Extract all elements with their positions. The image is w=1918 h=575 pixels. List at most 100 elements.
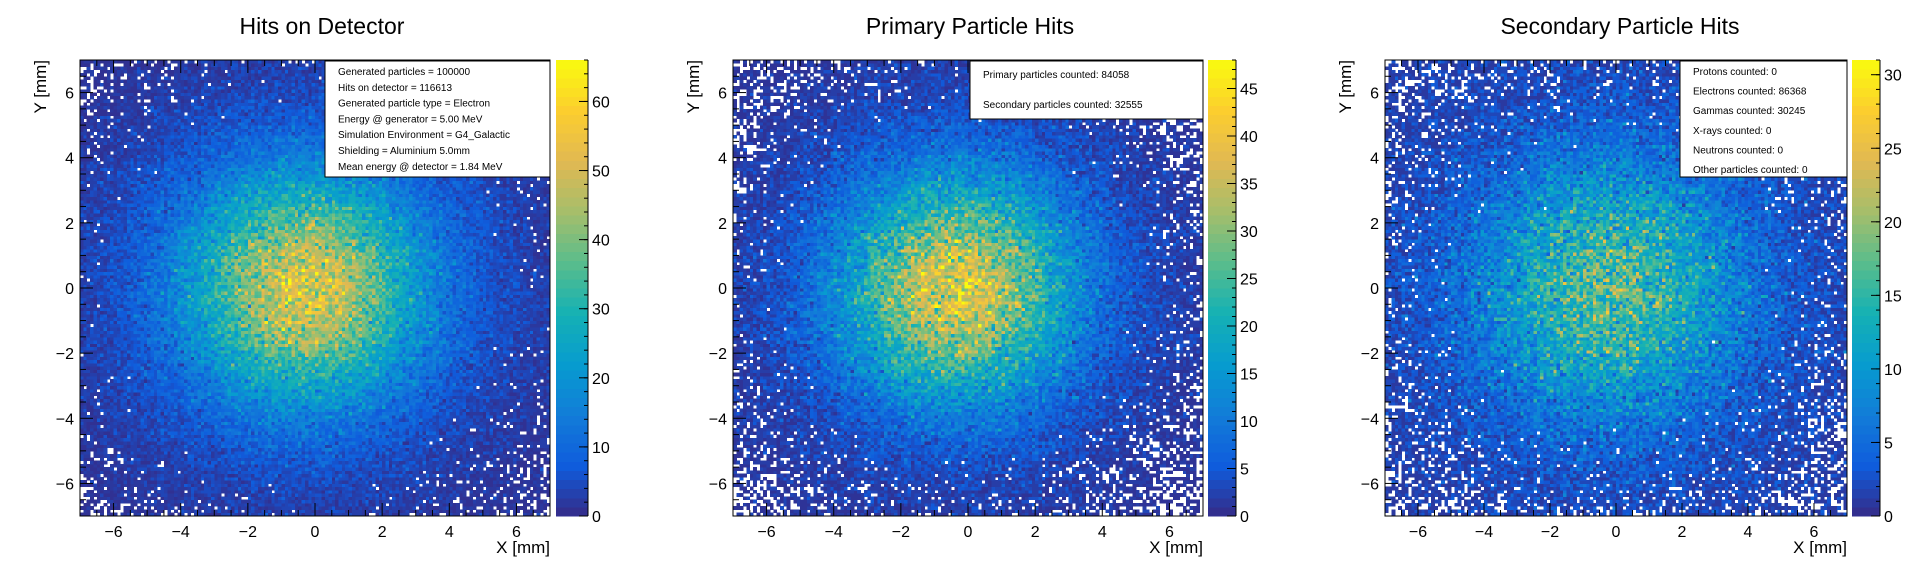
heatmap-bin: [382, 503, 386, 507]
heatmap-bin: [308, 474, 312, 478]
heatmap-bin: [308, 464, 312, 468]
heatmap-bin: [476, 503, 480, 507]
heatmap-bin: [292, 506, 296, 510]
heatmap-bin: [204, 474, 208, 478]
heatmap-bin: [365, 470, 369, 474]
heatmap-bin: [379, 467, 383, 471]
heatmap-bin: [386, 457, 390, 461]
heatmap-bin: [537, 461, 541, 465]
heatmap-bin: [117, 464, 121, 468]
heatmap-bin: [349, 506, 353, 510]
heatmap-bin: [144, 480, 148, 484]
heatmap-bin: [419, 467, 423, 471]
heatmap-bin: [315, 477, 319, 481]
heatmap-bin: [365, 506, 369, 510]
heatmap-bin: [426, 487, 430, 491]
heatmap-bin: [456, 490, 460, 494]
heatmap-bin: [194, 474, 198, 478]
heatmap-bin: [208, 461, 212, 465]
heatmap-bin: [496, 503, 500, 507]
heatmap-bin: [100, 470, 104, 474]
heatmap-bin: [352, 500, 356, 504]
heatmap-bin: [167, 457, 171, 461]
heatmap-bin: [154, 496, 158, 500]
heatmap-bin: [365, 483, 369, 487]
heatmap-bin: [416, 461, 420, 465]
heatmap-bin: [399, 496, 403, 500]
heatmap-bin: [355, 467, 359, 471]
heatmap-bin: [114, 464, 118, 468]
heatmap-bin: [510, 487, 514, 491]
heatmap-bin: [184, 470, 188, 474]
heatmap-bin: [362, 496, 366, 500]
heatmap-bin: [275, 474, 279, 478]
heatmap-bin: [110, 496, 114, 500]
heatmap-bin: [164, 464, 168, 468]
heatmap-bin: [151, 464, 155, 468]
heatmap-bin: [352, 464, 356, 468]
heatmap-bin: [332, 487, 336, 491]
heatmap-bin: [255, 509, 259, 513]
heatmap-bin: [443, 470, 447, 474]
heatmap-bin: [315, 506, 319, 510]
heatmap-bin: [184, 467, 188, 471]
heatmap-bin: [251, 483, 255, 487]
heatmap-bin: [110, 474, 114, 478]
heatmap-bin: [198, 457, 202, 461]
heatmap-bin: [117, 477, 121, 481]
heatmap-bin: [177, 483, 181, 487]
heatmap-bin: [402, 483, 406, 487]
heatmap-bin: [399, 457, 403, 461]
heatmap-bin: [157, 503, 161, 507]
heatmap-bin: [399, 474, 403, 478]
heatmap-bin: [177, 477, 181, 481]
heatmap-bin: [302, 493, 306, 497]
heatmap-bin: [312, 493, 316, 497]
heatmap-bin: [365, 467, 369, 471]
heatmap-bin: [449, 506, 453, 510]
heatmap-bin: [325, 506, 329, 510]
heatmap-bin: [513, 474, 517, 478]
heatmap-bin: [258, 461, 262, 465]
heatmap-bin: [87, 464, 91, 468]
heatmap-bin: [208, 483, 212, 487]
heatmap-bin: [261, 461, 265, 465]
heatmap-bin: [426, 477, 430, 481]
heatmap-bin: [312, 457, 316, 461]
heatmap-bin: [308, 454, 312, 458]
heatmap-bin: [187, 487, 191, 491]
heatmap-bin: [416, 493, 420, 497]
heatmap-bin: [208, 487, 212, 491]
heatmap-bin: [211, 503, 215, 507]
heatmap-bin: [100, 480, 104, 484]
heatmap-bin: [527, 496, 531, 500]
heatmap-bin: [114, 500, 118, 504]
heatmap-bin: [218, 487, 222, 491]
heatmap-bin: [110, 464, 114, 468]
heatmap-bin: [285, 464, 289, 468]
heatmap-bin: [369, 480, 373, 484]
heatmap-bin: [255, 493, 259, 497]
heatmap-bin: [278, 464, 282, 468]
heatmap-bin: [392, 461, 396, 465]
heatmap-bin: [278, 470, 282, 474]
heatmap-bin: [463, 500, 467, 504]
heatmap-bin: [469, 480, 473, 484]
heatmap-bin: [328, 454, 332, 458]
heatmap-bin: [184, 483, 188, 487]
heatmap-bin: [409, 467, 413, 471]
heatmap-bin: [386, 470, 390, 474]
heatmap-bin: [211, 457, 215, 461]
heatmap-bin: [288, 496, 292, 500]
heatmap-bin: [218, 490, 222, 494]
heatmap-bin: [537, 467, 541, 471]
heatmap-bin: [500, 480, 504, 484]
heatmap-bin: [140, 493, 144, 497]
heatmap-bin: [540, 503, 544, 507]
heatmap-bin: [506, 503, 510, 507]
heatmap-bin: [389, 490, 393, 494]
heatmap-bin: [419, 474, 423, 478]
heatmap-bin: [288, 509, 292, 513]
heatmap-bin: [496, 470, 500, 474]
heatmap-bin: [459, 461, 463, 465]
